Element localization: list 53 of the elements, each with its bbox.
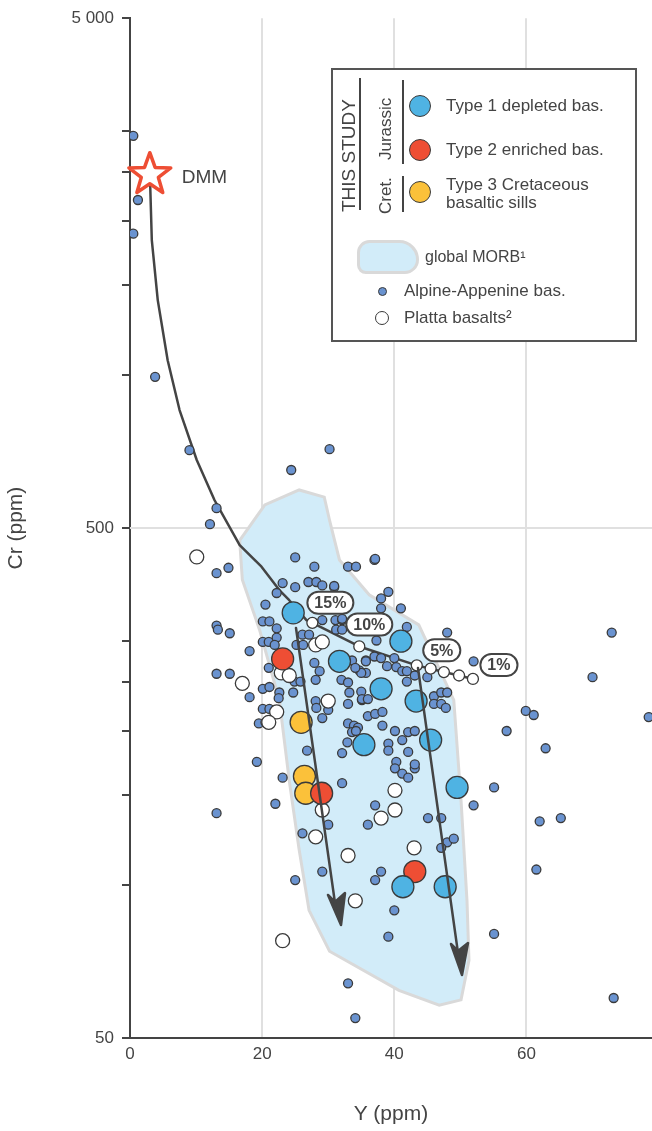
point	[320, 693, 336, 709]
point	[369, 677, 393, 701]
x-tick-label: 40	[384, 1043, 404, 1063]
point	[373, 810, 389, 826]
point	[424, 662, 437, 675]
point	[445, 775, 469, 800]
x-tick-label: 20	[252, 1043, 272, 1063]
point	[353, 640, 366, 653]
point	[289, 710, 313, 734]
point	[406, 840, 422, 856]
point	[347, 893, 363, 909]
point	[452, 669, 466, 682]
legend-label: Type 3 Cretaceous basaltic sills	[446, 175, 590, 212]
legend-label: global MORB¹	[425, 248, 526, 266]
annotation: 15%	[314, 594, 347, 612]
point	[437, 665, 451, 679]
point	[127, 150, 173, 195]
legend-label: Type 2 enriched bas.	[446, 140, 605, 159]
point	[391, 875, 415, 899]
annotation: 5%	[430, 641, 454, 659]
point	[410, 659, 423, 672]
point	[352, 733, 376, 757]
x-tick-label: 0	[125, 1043, 135, 1063]
point	[314, 634, 330, 650]
point	[261, 714, 277, 730]
annotation: 1%	[487, 656, 511, 674]
point	[306, 616, 319, 629]
annotation: Cret.	[376, 177, 396, 214]
x-tick-label: 60	[516, 1043, 536, 1063]
point	[387, 802, 403, 818]
point	[389, 629, 413, 653]
x-axis-title: Y (ppm)	[353, 1101, 429, 1125]
point	[281, 601, 305, 625]
point	[340, 847, 356, 864]
annotation: 10%	[353, 615, 386, 633]
point	[327, 649, 352, 673]
point	[387, 782, 403, 798]
y-tick-label: 50	[95, 1027, 114, 1047]
point	[269, 704, 285, 720]
legend-title: THIS STUDY	[338, 99, 360, 212]
series-label: DMM	[181, 165, 228, 187]
legend-label: Platta basalts²	[404, 308, 512, 327]
legend-label: Type 1 depleted bas.	[446, 96, 605, 115]
legend-label: Alpine-Appenine bas.	[404, 281, 566, 300]
point	[281, 667, 297, 684]
y-tick-label: 500	[85, 517, 114, 537]
y-tick-label: 5 000	[71, 7, 114, 27]
point	[403, 859, 427, 884]
point	[270, 647, 295, 671]
point	[466, 672, 480, 686]
annotation: Jurassic	[376, 97, 396, 160]
y-axis-title: Cr (ppm)	[3, 486, 27, 570]
point	[308, 829, 324, 845]
